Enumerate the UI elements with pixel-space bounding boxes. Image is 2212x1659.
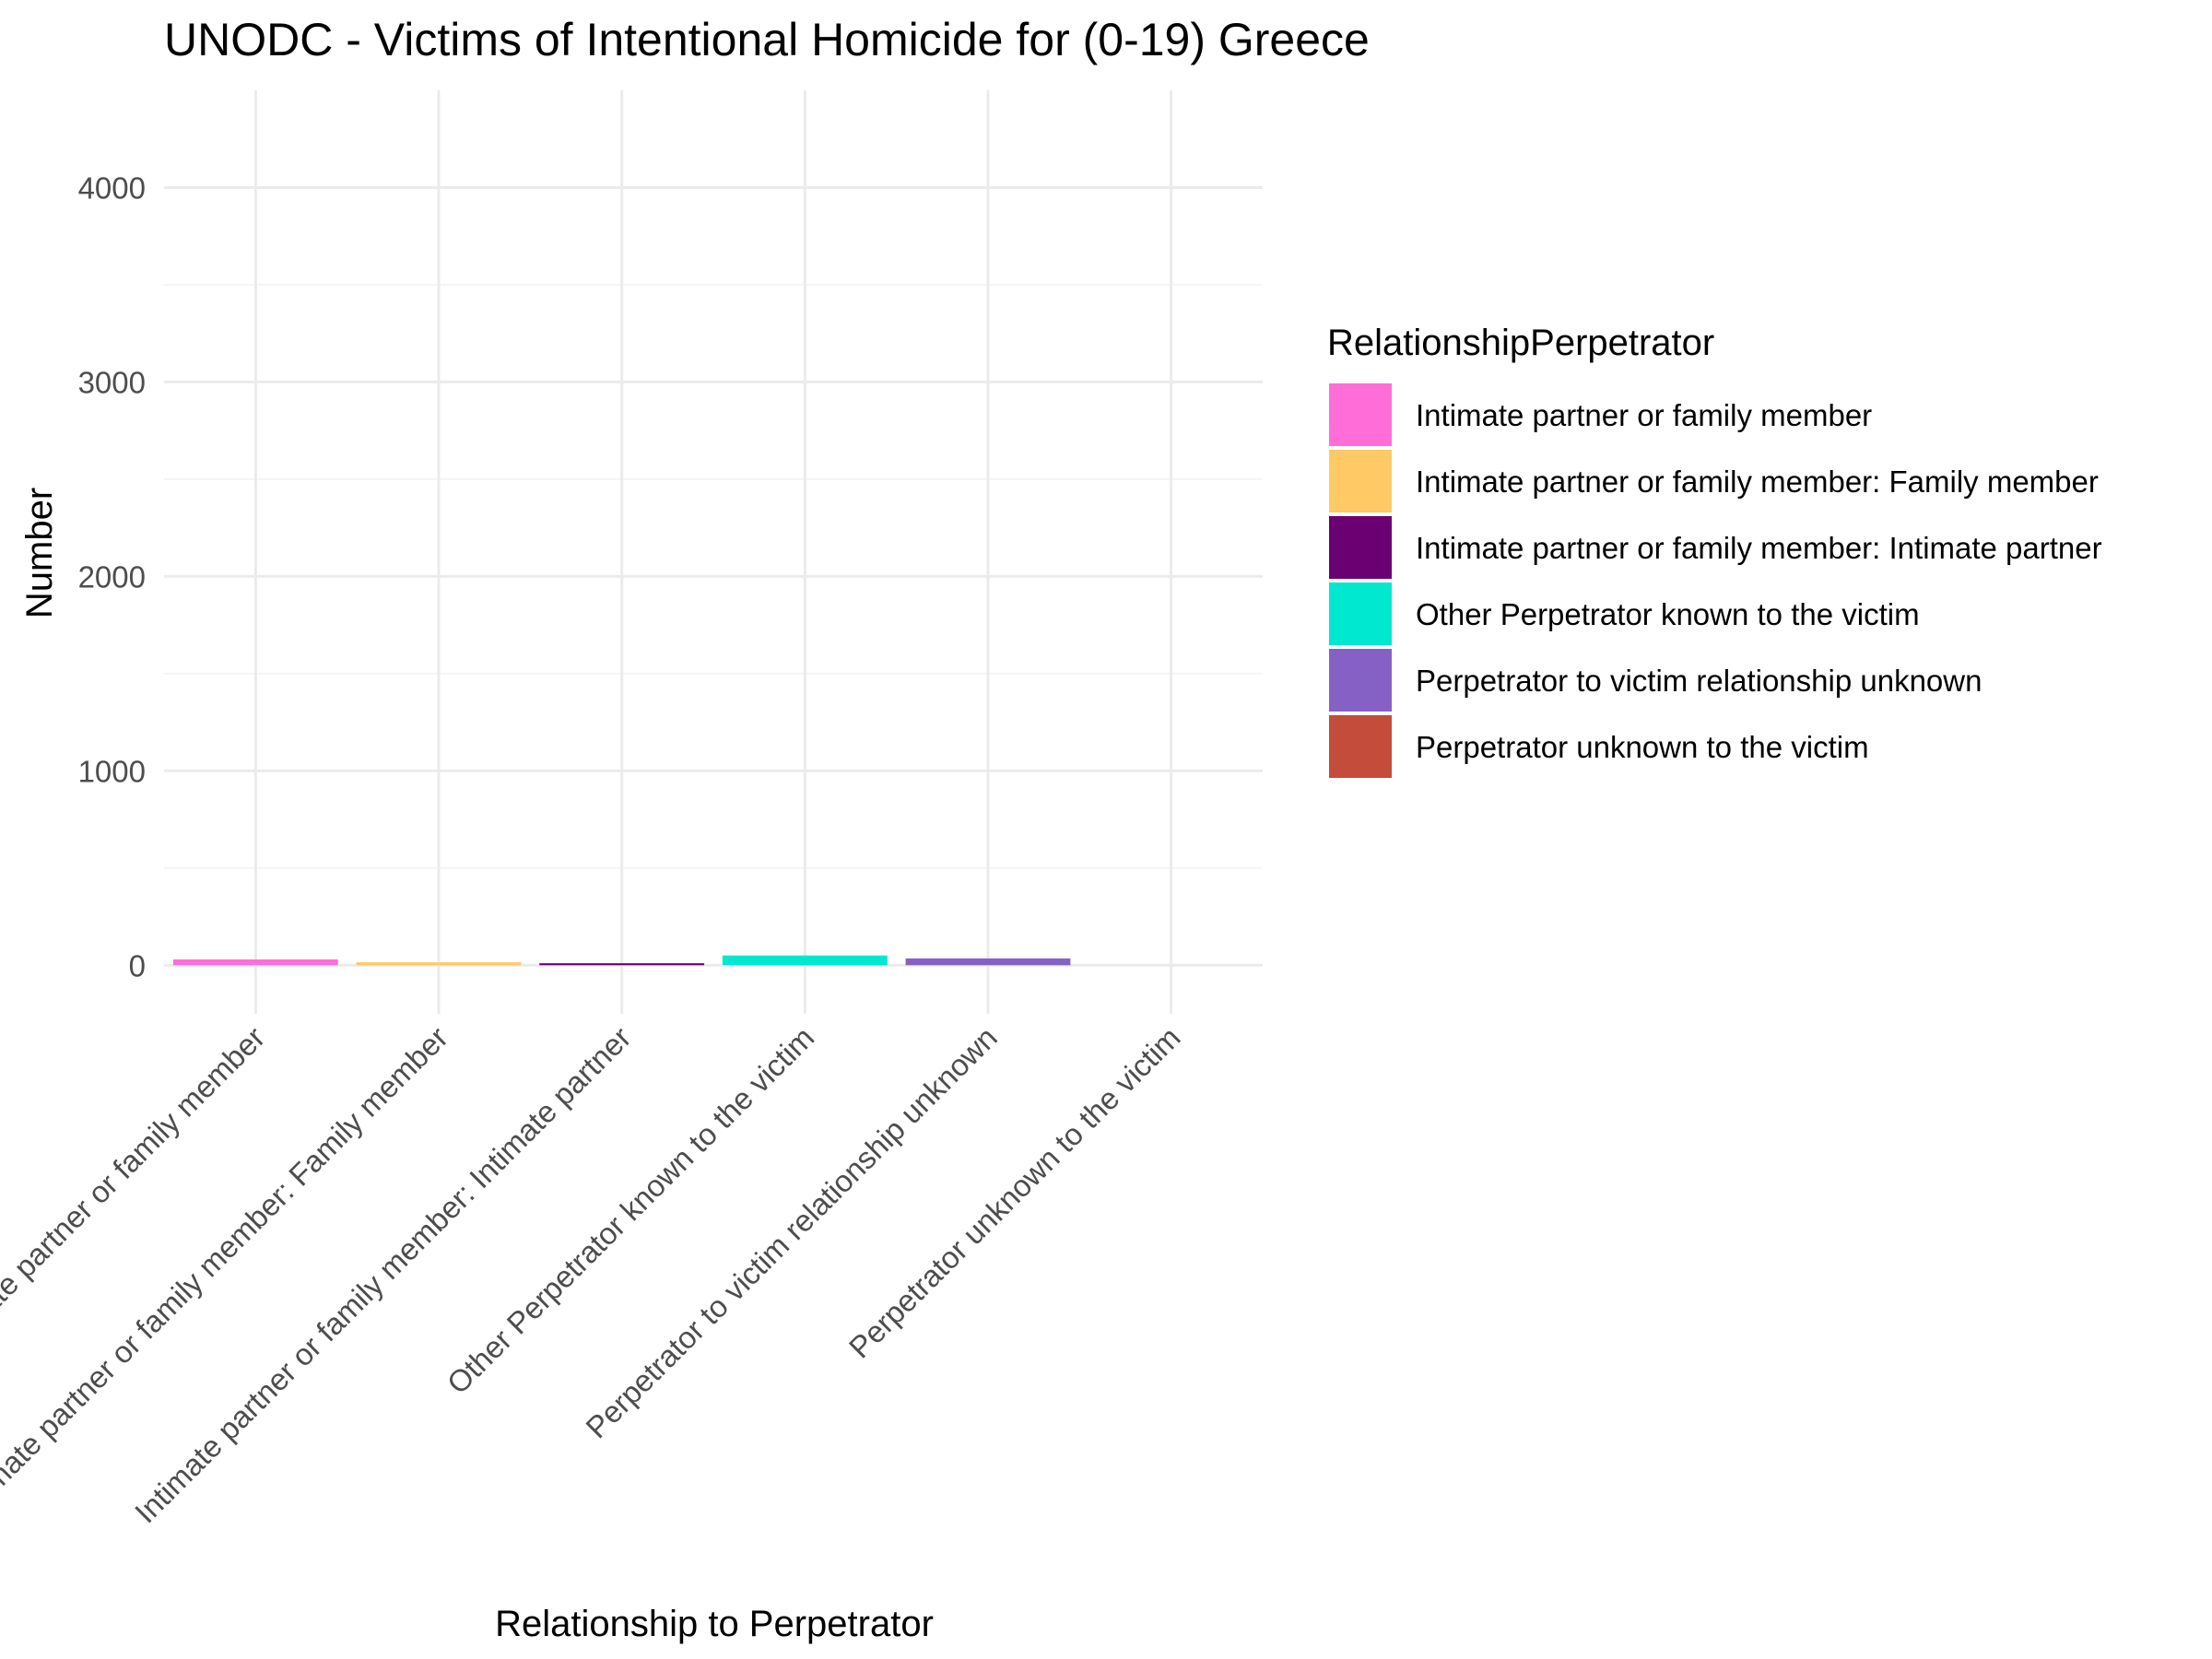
legend-swatch bbox=[1329, 582, 1392, 645]
y-tick-label: 2000 bbox=[78, 559, 146, 594]
bar bbox=[539, 963, 705, 966]
y-tick-label: 3000 bbox=[78, 365, 146, 399]
legend-swatch bbox=[1329, 450, 1392, 512]
grid bbox=[164, 90, 1263, 1014]
x-axis-ticks: Intimate partner or family memberIntimat… bbox=[0, 1020, 1187, 1530]
bar bbox=[172, 959, 338, 966]
legend-title: RelationshipPerpetrator bbox=[1327, 323, 1714, 363]
chart-title: UNODC - Victims of Intentional Homicide … bbox=[164, 14, 1370, 65]
y-tick-label: 1000 bbox=[78, 754, 146, 788]
y-axis-title: Number bbox=[19, 488, 60, 618]
bar bbox=[905, 958, 1071, 966]
legend-swatch bbox=[1329, 715, 1392, 778]
legend-label: Perpetrator unknown to the victim bbox=[1416, 730, 1869, 764]
x-tick-label: Other Perpetrator known to the victim bbox=[441, 1020, 821, 1401]
legend-swatch bbox=[1329, 383, 1392, 446]
legend-label: Intimate partner or family member bbox=[1416, 398, 1872, 432]
y-tick-label: 4000 bbox=[78, 171, 146, 205]
legend-swatch bbox=[1329, 516, 1392, 579]
bar bbox=[722, 955, 888, 966]
legend: RelationshipPerpetrator Intimate partner… bbox=[1327, 323, 2102, 778]
legend-label: Intimate partner or family member: Intim… bbox=[1416, 531, 2102, 565]
legend-label: Intimate partner or family member: Famil… bbox=[1416, 465, 2099, 499]
y-tick-label: 0 bbox=[129, 948, 146, 982]
y-axis-ticks: 0 1000 2000 3000 4000 bbox=[78, 171, 146, 982]
legend-label: Other Perpetrator known to the victim bbox=[1416, 597, 1920, 631]
bars bbox=[172, 955, 1071, 966]
bar bbox=[356, 962, 522, 966]
legend-label: Perpetrator to victim relationship unkno… bbox=[1416, 664, 1982, 698]
x-tick-label: Perpetrator to victim relationship unkno… bbox=[579, 1020, 1004, 1445]
x-axis-title: Relationship to Perpetrator bbox=[495, 1604, 934, 1644]
legend-swatch bbox=[1329, 649, 1392, 712]
x-tick-label: Perpetrator unknown to the victim bbox=[842, 1020, 1187, 1365]
